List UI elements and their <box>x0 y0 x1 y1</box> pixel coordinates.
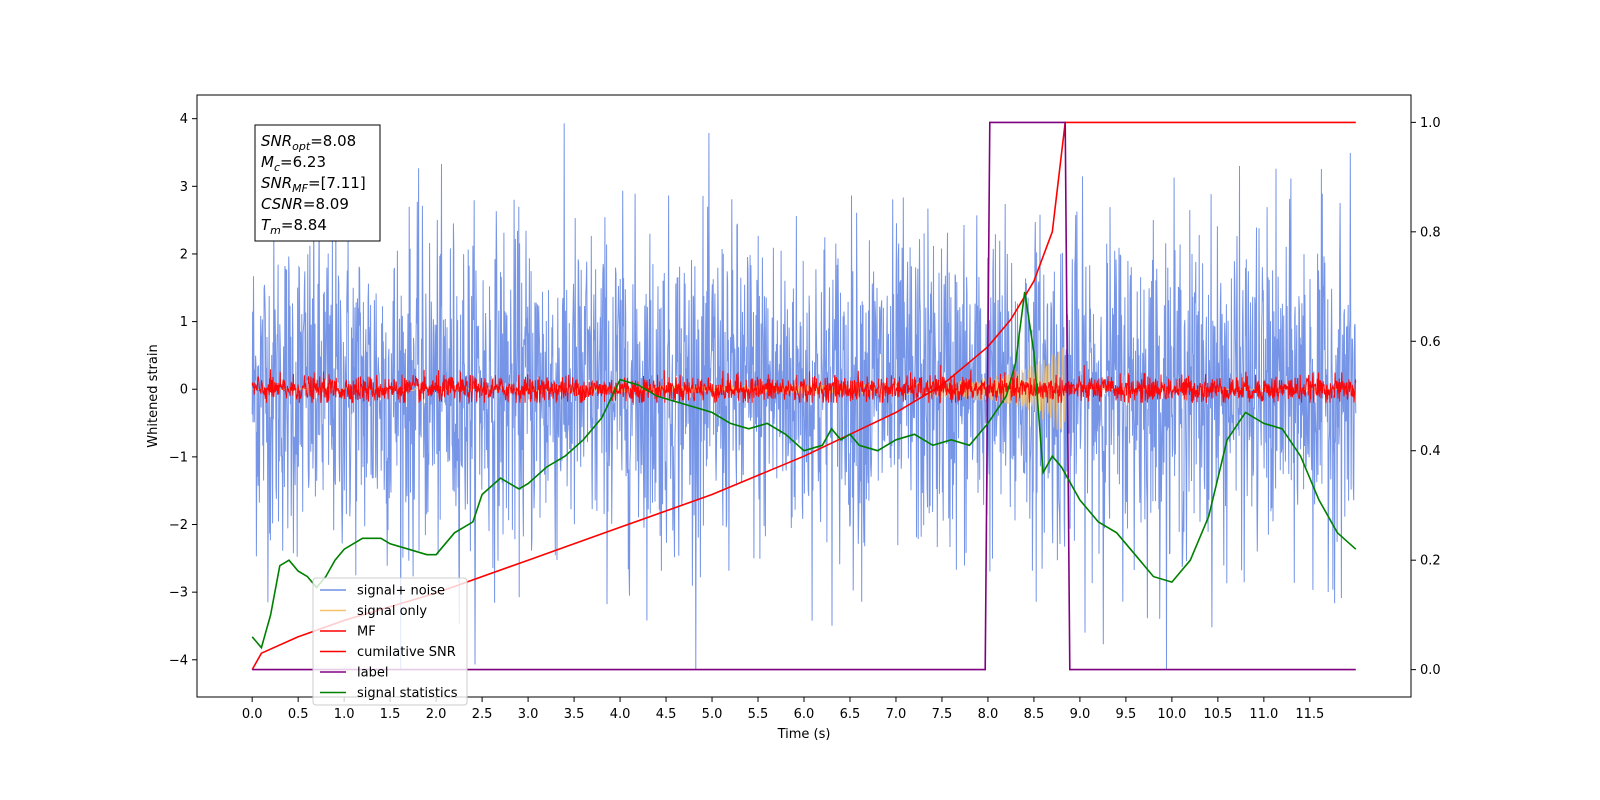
annotation-line: SNRMF=[7.11] <box>261 174 366 195</box>
x-tick-label: 10.5 <box>1203 707 1232 722</box>
x-tick-label: 2.0 <box>426 707 447 722</box>
y2-tick-label: 1.0 <box>1420 116 1441 131</box>
x-tick-label: 10.0 <box>1157 707 1186 722</box>
y2-tick-label: 0.2 <box>1420 554 1441 569</box>
y-tick-label: −1 <box>169 450 188 465</box>
y2-tick-label: 0.6 <box>1420 335 1441 350</box>
legend-entry: MF <box>357 625 376 640</box>
legend-frame <box>312 577 468 706</box>
x-tick-label: 3.0 <box>518 707 539 722</box>
x-tick-label: 7.5 <box>932 707 953 722</box>
y-tick-label: 1 <box>180 315 188 330</box>
y2-tick-label: 0.8 <box>1420 225 1441 240</box>
legend-entry: signal+ noise <box>357 584 445 599</box>
x-tick-label: 5.5 <box>748 707 769 722</box>
x-tick-label: 0.0 <box>242 707 263 722</box>
annotation-line: CSNR=8.09 <box>261 195 349 213</box>
x-tick-label: 9.5 <box>1116 707 1137 722</box>
y-tick-label: 2 <box>180 247 188 262</box>
x-tick-label: 8.0 <box>978 707 999 722</box>
y-tick-label: −2 <box>169 518 188 533</box>
annotation-line: Tm=8.84 <box>261 216 327 237</box>
x-tick-label: 2.5 <box>472 707 493 722</box>
x-tick-label: 1.0 <box>334 707 355 722</box>
y2-axis: 1.0 0.8 0.6 0.4 0.2 0.0 <box>1411 116 1441 678</box>
y-tick-label: −4 <box>169 653 188 668</box>
legend: signal+ noise signal only MF cumilative SNR… <box>312 577 468 706</box>
x-tick-label: 8.5 <box>1024 707 1045 722</box>
annotation-line: Mc=6.23 <box>261 153 326 174</box>
x-tick-label: 11.5 <box>1295 707 1324 722</box>
x-tick-label: 7.0 <box>886 707 907 722</box>
y-tick-label: −3 <box>169 586 188 601</box>
series-mf <box>251 364 1357 404</box>
axes: 0.0 0.5 1.0 1.5 2.0 2.5 3.0 3.5 4.0 4.5 5.0 5.5 6.0 6… <box>146 94 1441 742</box>
annotation-frame <box>254 124 381 242</box>
x-tick-label: 0.5 <box>288 707 309 722</box>
legend-entry: label <box>357 666 388 681</box>
y-axis: 4 3 2 1 0 −1 −2 −3 −4 <box>169 112 197 668</box>
y-axis-label: Whitened strain <box>146 344 161 447</box>
series-label <box>252 121 1356 671</box>
x-tick-label: 1.5 <box>380 707 401 722</box>
x-axis-label: Time (s) <box>777 727 831 742</box>
legend-entry: signal statistics <box>357 686 458 701</box>
y-tick-label: 0 <box>180 383 188 398</box>
legend-entry: cumilative SNR <box>357 645 456 660</box>
series-signal-statistics <box>251 291 1357 650</box>
y-tick-label: 3 <box>180 180 188 195</box>
series-signal-noise <box>251 123 1357 670</box>
y-tick-label: 4 <box>180 112 188 127</box>
x-tick-label: 4.5 <box>656 707 677 722</box>
y2-tick-label: 0.0 <box>1420 663 1441 678</box>
annotation-line: SNRopt=8.08 <box>261 132 356 153</box>
x-tick-label: 6.5 <box>840 707 861 722</box>
x-tick-label: 9.0 <box>1070 707 1091 722</box>
x-tick-label: 5.0 <box>702 707 723 722</box>
y2-tick-label: 0.4 <box>1420 444 1441 459</box>
legend-entry: signal only <box>357 604 427 619</box>
x-axis: 0.0 0.5 1.0 1.5 2.0 2.5 3.0 3.5 4.0 4.5 5.0 5.5 6.0 6… <box>242 697 1324 722</box>
x-tick-label: 11.0 <box>1249 707 1278 722</box>
x-tick-label: 3.5 <box>564 707 585 722</box>
x-tick-label: 4.0 <box>610 707 631 722</box>
x-tick-label: 6.0 <box>794 707 815 722</box>
